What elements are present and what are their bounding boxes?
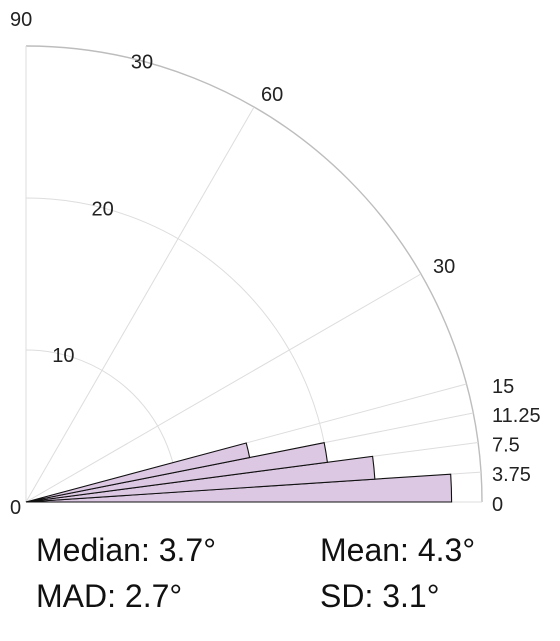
radial-tick-label: 10 bbox=[52, 345, 74, 367]
rose-bars bbox=[25, 442, 453, 503]
mean-stat: Mean: 4.3° bbox=[320, 532, 476, 568]
sd-stat: SD: 3.1° bbox=[320, 578, 440, 614]
angular-tick-label: 7.5 bbox=[492, 434, 520, 456]
angular-tick-label: 30 bbox=[433, 256, 455, 278]
angular-tick-label: 3.75 bbox=[492, 464, 531, 486]
radial-tick-label: 20 bbox=[92, 198, 114, 220]
radial-tick-label: 0 bbox=[10, 497, 21, 519]
grid-circle bbox=[25, 197, 331, 503]
angular-tick-label: 0 bbox=[492, 494, 503, 516]
rose-bar bbox=[25, 442, 251, 503]
angular-tick-label: 11.25 bbox=[492, 405, 541, 427]
angular-tick-label: 60 bbox=[261, 84, 283, 106]
axis-labels: 0 10 20 30 90 60 30 15 11.25 7.5 3.75 0 bbox=[10, 9, 541, 519]
angular-tick-label: 15 bbox=[492, 376, 514, 398]
angular-tick-label: 90 bbox=[10, 9, 32, 31]
grid-spoke bbox=[25, 106, 255, 503]
radial-tick-label: 30 bbox=[131, 52, 153, 74]
median-stat: Median: 3.7° bbox=[36, 532, 217, 568]
mad-stat: MAD: 2.7° bbox=[36, 578, 183, 614]
grid-circle bbox=[25, 45, 483, 503]
polar-grid bbox=[25, 45, 483, 503]
grid-spoke bbox=[25, 273, 422, 503]
